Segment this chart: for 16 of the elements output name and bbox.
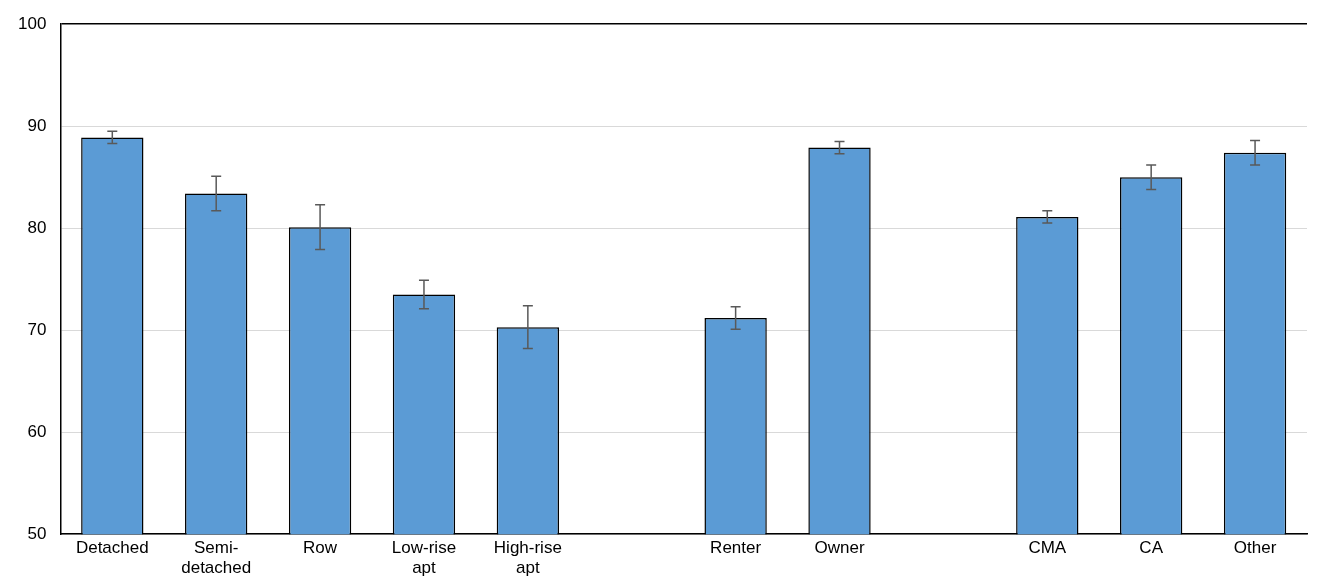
y-tick-label: 50	[27, 523, 47, 543]
x-tick-label: Detached	[75, 538, 149, 558]
x-tick-label: CA	[1139, 538, 1164, 558]
x-tick-label: Renter	[710, 538, 762, 558]
x-tick-label: Owner	[814, 538, 865, 558]
x-tick-label: CMA	[1028, 538, 1067, 558]
y-tick-label: 100	[17, 13, 47, 33]
x-tick-label: Row	[303, 538, 338, 558]
x-tick-label: Other	[1233, 538, 1277, 558]
y-tick-label: 80	[27, 217, 47, 237]
x-tick-label: High-rise apt	[493, 538, 562, 578]
x-tick-label: Low-rise apt	[391, 538, 457, 578]
y-tick-label: 90	[27, 115, 47, 135]
y-tick-label: 70	[27, 319, 47, 339]
x-tick-label: Semi-detached	[181, 538, 252, 578]
y-tick-label: 60	[27, 421, 47, 441]
